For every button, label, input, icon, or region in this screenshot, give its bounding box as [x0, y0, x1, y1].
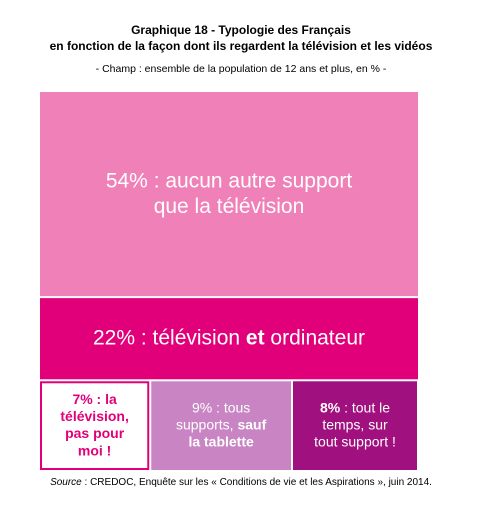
- tile: [151, 381, 291, 470]
- label-part: : télévision: [135, 326, 246, 349]
- label-part: la tablette: [188, 433, 254, 449]
- source-note: Source : CREDOC, Enquête sur les « Condi…: [50, 477, 432, 488]
- value-label: 54%: [106, 169, 148, 192]
- label-part: moi !: [78, 442, 111, 458]
- value-label: 8%: [320, 399, 341, 415]
- label-part: sauf: [237, 416, 266, 432]
- tile-label: télévision,: [60, 408, 128, 424]
- source-part: : CREDOC, Enquête sur les « Conditions d…: [82, 477, 432, 488]
- value-label: 7%: [72, 391, 93, 407]
- label-part: et: [246, 326, 265, 349]
- label-part: que la télévision: [154, 194, 305, 217]
- chart-subtitle: - Champ : ensemble de la population de 1…: [96, 63, 387, 75]
- source-part: Source: [50, 477, 82, 488]
- tile-label: 54% : aucun autre support: [106, 169, 352, 192]
- value-label: 9%: [192, 399, 212, 415]
- tile-label: supports, sauf: [176, 416, 267, 432]
- label-part: pas pour: [65, 425, 125, 441]
- label-part: télévision,: [60, 408, 128, 424]
- chart-title: en fonction de la façon dont ils regarde…: [50, 39, 433, 53]
- tile-label: que la télévision: [154, 194, 305, 217]
- tile-label: 9% : tous: [192, 399, 250, 415]
- label-part: ordinateur: [265, 326, 365, 349]
- tile-label: 7% : la: [72, 391, 117, 407]
- tile-label: 8% : tout le: [320, 399, 390, 415]
- label-part: : aucun autre support: [148, 169, 352, 192]
- chart-title: Graphique 18 - Typologie des Français: [131, 23, 351, 37]
- tile: [293, 381, 417, 470]
- tile: [40, 298, 418, 380]
- tile-label: 22% : télévision et ordinateur: [93, 326, 365, 349]
- tile-label: tout support !: [314, 433, 396, 449]
- label-part: temps, sur: [322, 416, 388, 432]
- label-part: supports,: [176, 416, 237, 432]
- tile: [40, 381, 150, 470]
- tile: [40, 92, 418, 297]
- value-label: 22%: [93, 326, 135, 349]
- label-part: : tous: [212, 399, 250, 415]
- tile-label: la tablette: [188, 433, 254, 449]
- label-part: : tout le: [340, 399, 390, 415]
- tile-label: moi !: [78, 442, 111, 458]
- label-part: : la: [93, 391, 117, 407]
- tile-label: pas pour: [65, 425, 125, 441]
- tile-label: temps, sur: [322, 416, 388, 432]
- label-part: tout support !: [314, 433, 396, 449]
